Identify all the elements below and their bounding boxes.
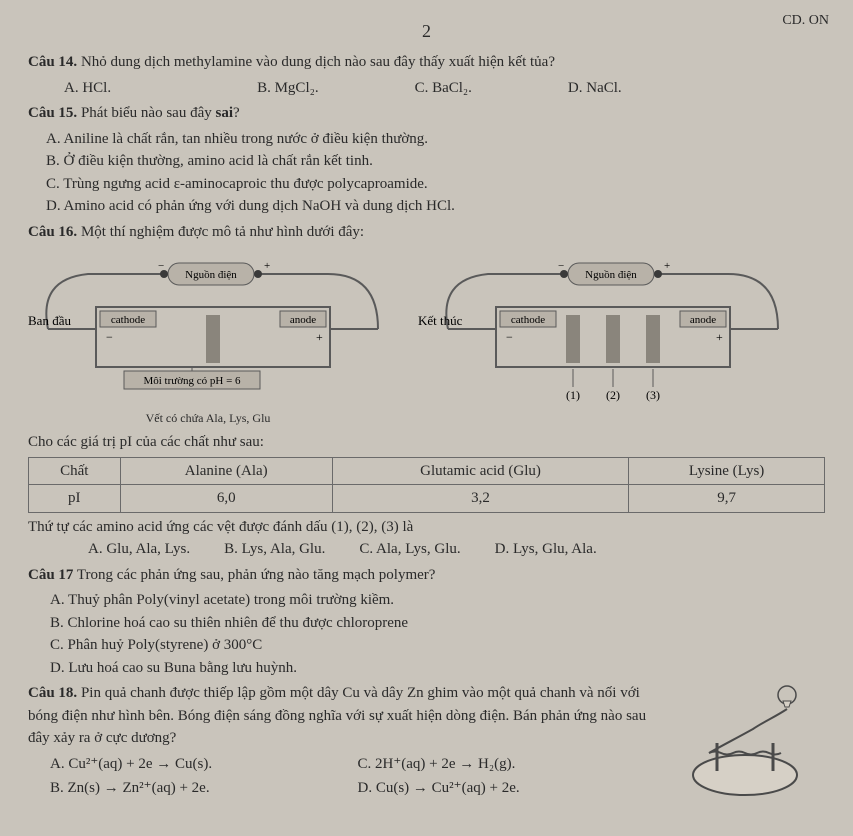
right-anode-label: anode xyxy=(690,314,716,326)
th-chat: Chất xyxy=(29,457,121,485)
q15-title: Câu 15. xyxy=(28,105,77,121)
q16-opt-a: A. Glu, Ala, Lys. xyxy=(88,538,190,561)
left-caption: Vết có chứa Ala, Lys, Glu xyxy=(28,409,388,427)
th-ala: Alanine (Ala) xyxy=(120,457,332,485)
left-nguon-label: Nguồn điện xyxy=(185,269,237,281)
q16-left-diagram: Nguồn điện − + cathode − anode + Môi trư… xyxy=(28,249,388,409)
right-n3: (3) xyxy=(646,388,660,402)
q14-opt-d: D. NaCl. xyxy=(568,77,622,100)
right-n2: (2) xyxy=(606,388,620,402)
q16-options: A. Glu, Ala, Lys. B. Lys, Ala, Glu. C. A… xyxy=(88,538,825,561)
q17-title: Câu 17 xyxy=(28,567,73,583)
q14-opt-b: B. MgCl₂. xyxy=(257,77,319,100)
q15-opt-c: C. Trùng ngưng acid ε-aminocaproic thu đ… xyxy=(46,173,825,196)
svg-text:−: − xyxy=(558,260,564,272)
svg-text:−: − xyxy=(506,330,513,344)
right-cathode-label: cathode xyxy=(511,314,545,326)
svg-text:−: − xyxy=(106,330,113,344)
svg-text:+: + xyxy=(664,260,670,272)
q18-opt-c: C. 2H⁺(aq) + 2e → H₂(g). xyxy=(358,753,666,776)
q15-text: Phát biểu nào sau đây xyxy=(77,105,215,121)
q14: Câu 14. Nhỏ dung dịch methylamine vào du… xyxy=(28,51,825,74)
q15-tail: ? xyxy=(233,105,240,121)
q18-opt-a: A. Cu²⁺(aq) + 2e → Cu(s). xyxy=(50,753,358,776)
td-lys: 9,7 xyxy=(629,485,825,513)
q15-opt-d: D. Amino acid có phản ứng với dung dịch … xyxy=(46,195,825,218)
left-anode-label: anode xyxy=(290,314,316,326)
q17-text: Trong các phản ứng sau, phản ứng nào tăn… xyxy=(73,567,435,583)
q18: Câu 18. Pin quả chanh được thiếp lập gồm… xyxy=(28,679,825,800)
svg-text:+: + xyxy=(716,330,723,344)
q16-right-wrap: Nguồn điện − + cathode − anode + (1) (2)… xyxy=(418,249,798,409)
td-pi: pI xyxy=(29,485,121,513)
q16-aftertable: Thứ tự các amino acid ứng các vệt được đ… xyxy=(28,516,825,539)
q15-opt-a: A. Aniline là chất rắn, tan nhiều trong … xyxy=(46,128,825,151)
q18-options: A. Cu²⁺(aq) + 2e → Cu(s). C. 2H⁺(aq) + 2… xyxy=(50,753,665,800)
q18-title: Câu 18. xyxy=(28,685,77,701)
q17-opt-c: C. Phân huỷ Poly(styrene) ở 300°C xyxy=(50,634,825,657)
q16-opt-d: D. Lys, Glu, Ala. xyxy=(495,538,597,561)
th-lys: Lysine (Lys) xyxy=(629,457,825,485)
q16-opt-c: C. Ala, Lys, Glu. xyxy=(359,538,460,561)
q14-opt-c: C. BaCl₂. xyxy=(415,77,472,100)
q16-opt-b: B. Lys, Ala, Glu. xyxy=(224,538,325,561)
q14-title: Câu 14. xyxy=(28,54,77,70)
q16-diagrams: Nguồn điện − + cathode − anode + Môi trư… xyxy=(28,249,825,427)
right-ketthuc-label: Kết thúc xyxy=(418,313,463,328)
q16: Câu 16. Một thí nghiệm được mô tả như hì… xyxy=(28,221,825,244)
left-bandau-label: Ban đầu xyxy=(28,313,71,328)
q16-table: Chất Alanine (Ala) Glutamic acid (Glu) L… xyxy=(28,457,825,513)
right-n1: (1) xyxy=(566,388,580,402)
th-glu: Glutamic acid (Glu) xyxy=(332,457,628,485)
q16-right-diagram: Nguồn điện − + cathode − anode + (1) (2)… xyxy=(418,249,798,409)
svg-text:+: + xyxy=(316,330,323,344)
q18-text: Pin quả chanh được thiếp lập gồm một dây… xyxy=(28,685,646,746)
q14-options: A. HCl. B. MgCl₂. C. BaCl₂. D. NaCl. xyxy=(64,77,825,100)
right-nguon-label: Nguồn điện xyxy=(585,269,637,281)
q15: Câu 15. Phát biểu nào sau đây sai? xyxy=(28,102,825,125)
q16-text: Một thí nghiệm được mô tả như hình dưới … xyxy=(77,224,364,240)
left-moitruong-label: Môi trường có pH = 6 xyxy=(143,375,241,387)
page-number: 2 xyxy=(28,18,825,45)
top-right-label: CD. ON xyxy=(782,10,829,31)
q17-opt-a: A. Thuỷ phân Poly(vinyl acetate) trong m… xyxy=(50,589,825,612)
q17-opt-d: D. Lưu hoá cao su Buna bằng lưu huỳnh. xyxy=(50,657,825,680)
td-glu: 3,2 xyxy=(332,485,628,513)
q16-table-intro: Cho các giá trị pI của các chất như sau: xyxy=(28,431,825,454)
left-cathode-label: cathode xyxy=(111,314,145,326)
q17-opt-b: B. Chlorine hoá cao su thiên nhiên để th… xyxy=(50,612,825,635)
q18-lemon-diagram xyxy=(675,679,825,799)
q16-title: Câu 16. xyxy=(28,224,77,240)
q14-opt-a: A. HCl. xyxy=(64,77,111,100)
td-ala: 6,0 xyxy=(120,485,332,513)
svg-text:+: + xyxy=(264,260,270,272)
q17: Câu 17 Trong các phản ứng sau, phản ứng … xyxy=(28,564,825,587)
q16-left-wrap: Nguồn điện − + cathode − anode + Môi trư… xyxy=(28,249,388,427)
svg-text:−: − xyxy=(158,260,164,272)
q15-opt-b: B. Ở điều kiện thường, amino acid là chấ… xyxy=(46,150,825,173)
q15-sai: sai xyxy=(216,105,234,121)
q18-opt-d: D. Cu(s) → Cu²⁺(aq) + 2e. xyxy=(358,777,666,800)
q18-opt-b: B. Zn(s) → Zn²⁺(aq) + 2e. xyxy=(50,777,358,800)
q14-text: Nhỏ dung dịch methylamine vào dung dịch … xyxy=(77,54,555,70)
